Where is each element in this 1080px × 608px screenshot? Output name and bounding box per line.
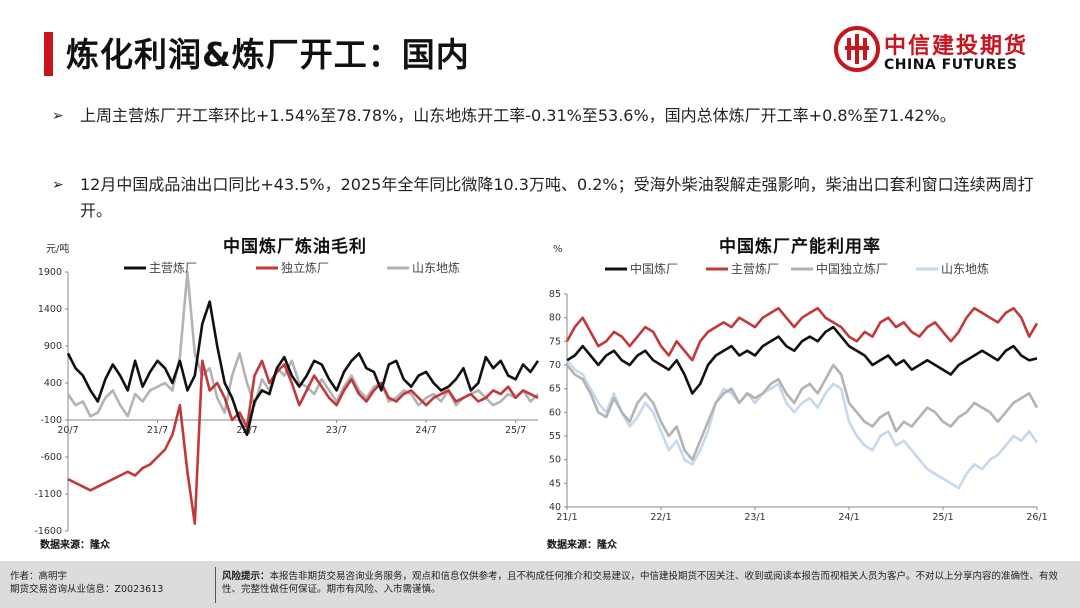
- legend-label: 中国独立炼厂: [816, 261, 888, 276]
- y-tick-label: 70: [549, 360, 561, 371]
- legend-label: 山东地炼: [941, 261, 989, 276]
- y-tick-label: 85: [549, 289, 561, 300]
- legend-label: 中国炼厂: [630, 261, 678, 276]
- risk-label: 风险提示：: [222, 571, 270, 582]
- series-line: [66, 300, 540, 437]
- legend-label: 山东地炼: [412, 260, 460, 275]
- x-tick-label: 24/7: [415, 425, 436, 436]
- series-line: [566, 325, 1038, 395]
- y-axis-unit: %: [553, 244, 563, 255]
- y-axis-unit: 元/吨: [46, 242, 69, 255]
- title-accent-bar: [44, 32, 53, 76]
- y-tick-label: -1600: [34, 526, 62, 537]
- risk-disclaimer: 风险提示：本报告非期货交易咨询业务服务，观点和信息仅供参考，且不构成任何推介和交…: [222, 570, 1072, 596]
- x-tick-label: 20/7: [57, 425, 78, 436]
- data-source: 数据来源：隆众: [547, 538, 618, 551]
- x-tick-label: 25/1: [932, 512, 953, 523]
- y-tick-label: 1900: [38, 267, 62, 278]
- bullet-item: ➢ 12月中国成品油出口同比+43.5%，2025年全年同比微降10.3万吨、0…: [52, 172, 1052, 224]
- y-tick-label: 900: [44, 341, 62, 352]
- logo-text-cn: 中信建投期货: [884, 34, 1029, 59]
- bullet-item: ➢ 上周主营炼厂开工率环比+1.54%至78.78%，山东地炼开工率-0.31%…: [52, 103, 1052, 129]
- x-tick-label: 22/1: [650, 512, 671, 523]
- y-tick-label: 1400: [38, 304, 62, 315]
- bullet-text: 上周主营炼厂开工率环比+1.54%至78.78%，山东地炼开工率-0.31%至5…: [80, 106, 956, 125]
- footer: 作者：高明宇 期货交易咨询从业信息：Z0023613 风险提示：本报告非期货交易…: [0, 561, 1080, 608]
- x-tick-label: 26/1: [1026, 512, 1047, 523]
- series-line: [565, 363, 1039, 461]
- y-tick-label: 60: [549, 407, 561, 418]
- chart-title: 中国炼厂产能利用率: [719, 236, 881, 257]
- data-source: 数据来源：隆众: [40, 538, 111, 551]
- x-tick-label: 23/7: [326, 425, 347, 436]
- refining-margin-chart: 中国炼厂炼油毛利 元/吨 1900 1400 900 400 -100 -600 -1100 -1…: [34, 236, 540, 551]
- series-line: [565, 359, 1039, 490]
- author-license: 期货交易咨询从业信息：Z0023613: [10, 584, 164, 595]
- series-line: [565, 306, 1039, 362]
- x-tick-label: 25/7: [505, 425, 526, 436]
- y-tick-label: -600: [40, 452, 62, 463]
- y-tick-label: 40: [549, 502, 561, 513]
- footer-divider: [215, 567, 216, 603]
- bullet-text: 12月中国成品油出口同比+43.5%，2025年全年同比微降10.3万吨、0.2…: [80, 175, 1034, 220]
- x-tick-label: 21/7: [147, 425, 168, 436]
- arrow-bullet-icon: ➢: [52, 108, 64, 124]
- company-logo: 中信建投期货 CHINA FUTURES: [834, 26, 1034, 78]
- legend-label: 独立炼厂: [281, 260, 329, 275]
- y-tick-label: 45: [549, 478, 561, 489]
- y-tick-label: -100: [40, 415, 62, 426]
- series-line: [66, 270, 539, 418]
- chart-title: 中国炼厂炼油毛利: [223, 236, 367, 257]
- y-tick-label: 80: [549, 313, 561, 324]
- y-tick-label: 65: [549, 384, 561, 395]
- y-tick-label: -1100: [34, 489, 62, 500]
- y-tick-label: 75: [549, 336, 561, 347]
- page-title: 炼化利润&炼厂开工：国内: [66, 35, 470, 74]
- x-tick-label: 23/1: [744, 512, 765, 523]
- citic-logo-icon: [834, 26, 880, 72]
- arrow-bullet-icon: ➢: [52, 177, 64, 193]
- footer-author-info: 作者：高明宇 期货交易咨询从业信息：Z0023613: [10, 570, 163, 596]
- risk-text: 本报告非期货交易咨询业务服务，观点和信息仅供参考，且不构成任何推介和交易建议，中…: [222, 571, 1059, 595]
- y-tick-label: 400: [44, 378, 62, 389]
- y-tick-label: 55: [549, 431, 561, 442]
- legend-label: 主营炼厂: [149, 260, 197, 275]
- y-tick-label: 50: [549, 455, 561, 466]
- x-tick-label: 24/1: [838, 512, 859, 523]
- legend-label: 主营炼厂: [731, 261, 779, 276]
- series-line: [67, 359, 539, 525]
- logo-text-en: CHINA FUTURES: [884, 57, 1018, 73]
- author-name: 作者：高明宇: [10, 571, 68, 582]
- x-tick-label: 21/1: [556, 512, 577, 523]
